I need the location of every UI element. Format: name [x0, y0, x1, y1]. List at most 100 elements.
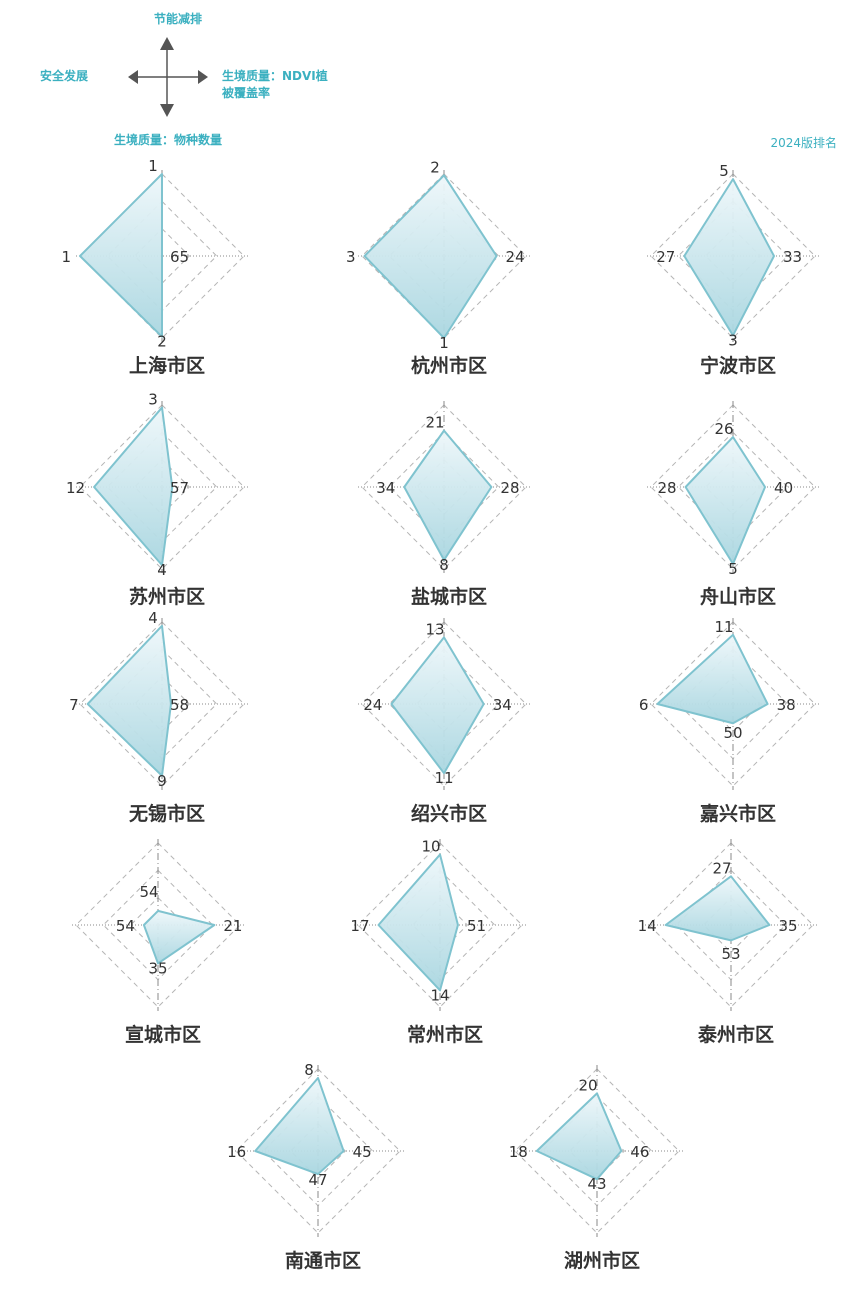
city-title: 嘉兴市区 [699, 802, 776, 825]
value-label-left: 54 [116, 917, 135, 935]
value-label-left: 27 [656, 248, 675, 266]
value-label-right: 45 [353, 1143, 372, 1161]
radar-data-polygon [79, 173, 163, 338]
value-label-bottom: 35 [148, 959, 167, 977]
radar-chart: 21 28 8 34 盐城市区 [358, 401, 530, 608]
radar-data-polygon [377, 853, 459, 992]
value-label-right: 51 [467, 917, 486, 935]
city-title: 上海市区 [129, 354, 205, 377]
city-radar-charts: 16521上海市区22413杭州市区533327宁波市区357412苏州市区21… [61, 157, 819, 1272]
value-label-top: 5 [719, 162, 729, 180]
legend-label-bottom: 生境质量：物种数量 [114, 132, 222, 147]
radar-chart: 27 35 53 14 泰州市区 [638, 839, 817, 1046]
value-label-right: 24 [506, 248, 525, 266]
axis-legend: 节能减排 安全发展 生境质量：NDVI植 被覆盖率 生境质量：物种数量 [40, 11, 328, 147]
value-label-right: 21 [223, 917, 242, 935]
value-label-bottom: 5 [728, 560, 738, 578]
value-label-top: 4 [148, 609, 158, 627]
value-label-top: 2 [430, 158, 440, 176]
value-label-left: 7 [69, 696, 79, 714]
city-title: 无锡市区 [129, 802, 205, 825]
radar-data-polygon [403, 429, 493, 562]
city-title: 宁波市区 [700, 354, 776, 377]
value-label-left: 17 [350, 917, 369, 935]
radar-chart: 13 34 11 24 绍兴市区 [358, 618, 530, 825]
value-label-bottom: 14 [430, 986, 449, 1004]
radar-data-polygon [254, 1076, 345, 1176]
arrow-down-icon [160, 104, 174, 117]
radar-chart: 4 58 9 7 无锡市区 [69, 609, 248, 825]
city-title: 泰州市区 [697, 1023, 774, 1046]
value-label-bottom: 53 [721, 945, 740, 963]
value-label-top: 8 [304, 1061, 314, 1079]
value-label-bottom: 9 [157, 772, 167, 790]
radar-data-polygon [535, 1092, 623, 1181]
value-label-left: 28 [658, 479, 677, 497]
value-label-top: 13 [425, 620, 444, 638]
value-label-left: 1 [61, 248, 71, 266]
value-label-top: 10 [421, 838, 440, 856]
value-label-left: 6 [639, 696, 649, 714]
legend-label-top: 节能减排 [154, 11, 202, 26]
value-label-top: 3 [148, 391, 158, 409]
radar-chart: 26 40 5 28 舟山市区 [647, 401, 819, 608]
value-label-top: 1 [148, 157, 158, 175]
radar-chart: 20 46 43 18 湖州市区 [509, 1065, 683, 1272]
value-label-right: 34 [493, 696, 512, 714]
city-title: 盐城市区 [411, 585, 487, 608]
value-label-right: 58 [170, 696, 189, 714]
city-title: 杭州市区 [411, 354, 487, 377]
value-label-bottom: 11 [434, 769, 453, 787]
value-label-right: 28 [500, 479, 519, 497]
radar-data-polygon [656, 633, 769, 725]
value-label-top: 27 [712, 859, 731, 877]
value-label-right: 35 [778, 917, 797, 935]
legend-label-right-line1: 生境质量：NDVI植 [222, 68, 328, 83]
radar-data-polygon [390, 636, 485, 775]
value-label-bottom: 43 [587, 1175, 606, 1193]
city-title: 绍兴市区 [411, 802, 487, 825]
value-label-top: 20 [578, 1076, 597, 1094]
arrow-left-icon [128, 70, 138, 84]
value-label-right: 57 [170, 479, 189, 497]
value-label-top: 21 [425, 414, 444, 432]
radar-chart: 11 38 50 6 嘉兴市区 [639, 618, 819, 825]
radar-data-polygon [142, 909, 216, 965]
value-label-bottom: 1 [439, 334, 449, 352]
radar-data-polygon [664, 875, 771, 942]
arrow-up-icon [160, 37, 174, 50]
radar-chart: 2 24 1 3 杭州市区 [346, 158, 530, 377]
radar-chart: 3 57 4 12 苏州市区 [66, 391, 248, 608]
value-label-right: 40 [774, 479, 793, 497]
value-label-bottom: 50 [723, 724, 742, 742]
radar-grid-ring [129, 896, 187, 954]
value-label-right: 46 [630, 1143, 649, 1161]
legend-label-left: 安全发展 [40, 68, 88, 83]
value-label-top: 54 [139, 883, 158, 901]
value-label-left: 12 [66, 479, 85, 497]
value-label-top: 26 [714, 420, 733, 438]
value-label-bottom: 2 [157, 333, 167, 351]
value-label-top: 11 [714, 618, 733, 636]
legend-label-right-line2: 被覆盖率 [222, 85, 270, 100]
city-title: 舟山市区 [700, 585, 776, 608]
value-label-bottom: 4 [157, 561, 167, 579]
value-label-right: 65 [170, 248, 189, 266]
value-label-bottom: 3 [728, 331, 738, 349]
radar-data-polygon [93, 406, 174, 567]
city-title: 宣城市区 [125, 1023, 201, 1046]
value-label-bottom: 47 [308, 1171, 327, 1189]
value-label-right: 33 [783, 248, 802, 266]
radar-chart: 8 45 47 16 南通市区 [227, 1061, 404, 1272]
value-label-left: 24 [363, 696, 382, 714]
value-label-left: 18 [509, 1143, 528, 1161]
value-label-right: 38 [777, 696, 796, 714]
value-label-left: 34 [376, 479, 395, 497]
radar-data-polygon [363, 174, 498, 339]
value-label-left: 3 [346, 248, 356, 266]
value-label-left: 14 [638, 917, 657, 935]
value-label-left: 16 [227, 1143, 246, 1161]
radar-chart: 10 51 14 17 常州市区 [350, 838, 526, 1046]
